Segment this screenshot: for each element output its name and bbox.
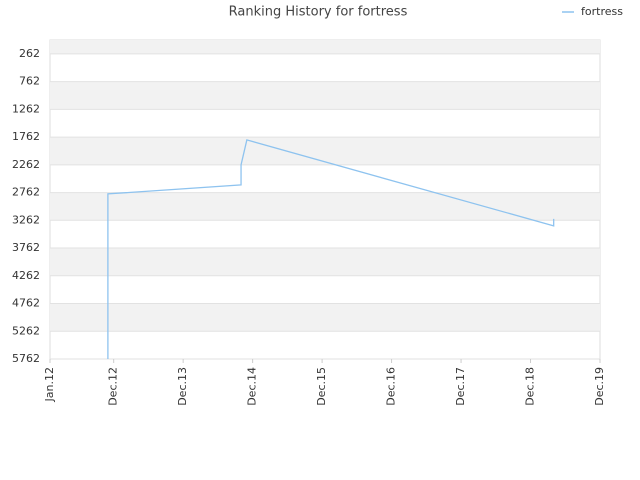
y-tick-label: 1762 [12,130,40,143]
y-tick-label: 4762 [12,297,40,310]
y-tick-label: 5262 [12,324,40,337]
x-tick-label: Dec.12 [107,367,120,406]
x-tick-label: Dec.17 [454,367,467,406]
chart-title: Ranking History for fortress [229,5,408,20]
y-tick-label: 1262 [12,102,40,115]
y-tick-label: 262 [19,47,40,60]
y-tick-label: 5762 [12,352,40,365]
x-tick-label: Dec.16 [385,367,398,406]
x-tick-label: Jan.12 [43,367,56,402]
data-line [107,139,555,359]
grid-band [50,137,600,165]
y-tick-label: 2762 [12,186,40,199]
x-tick-label: Dec.14 [246,367,259,406]
grid-band [50,192,600,221]
x-tick-label: Dec.13 [176,367,189,406]
x-tick-label: Dec.19 [593,367,606,406]
x-tick-label: Dec.15 [315,367,328,406]
y-tick-label: 2262 [12,158,40,171]
legend-label: fortress [581,5,623,18]
grid-band [50,303,600,332]
grid-band [50,40,600,54]
grid-band [50,81,600,110]
x-tick-label: Dec.18 [524,367,537,406]
y-tick-label: 762 [19,75,40,88]
grid-band [50,248,600,276]
y-tick-label: 3762 [12,241,40,254]
y-tick-label: 4262 [12,269,40,282]
y-tick-label: 3262 [12,213,40,226]
